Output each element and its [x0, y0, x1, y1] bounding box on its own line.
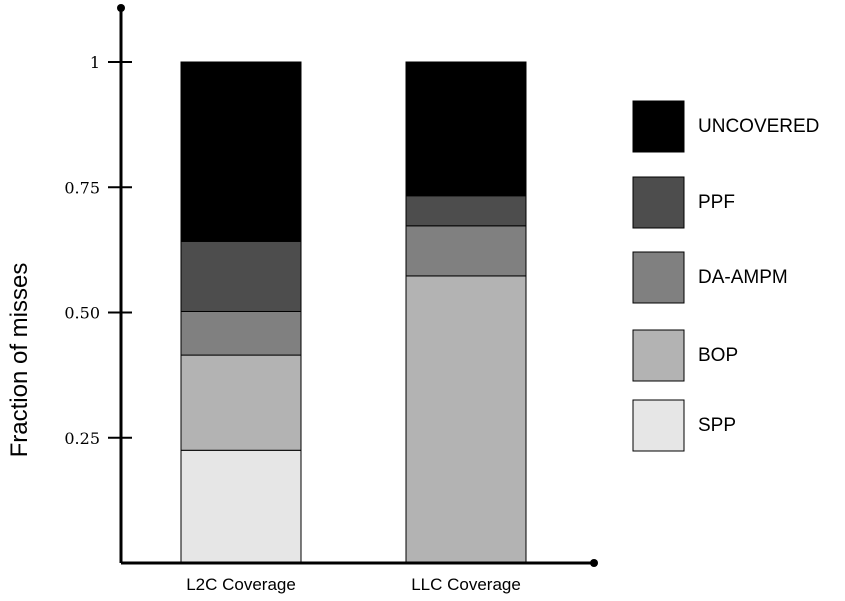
legend: UNCOVERED PPF DA-AMPM BOP SPP: [632, 100, 819, 452]
legend-swatch-bop: [632, 329, 685, 382]
bar-segment-ppf: [405, 195, 527, 227]
y-axis-title: Fraction of misses: [6, 263, 33, 458]
bar-segment-bop: [180, 354, 302, 451]
bar-segment-uncovered: [405, 61, 527, 197]
legend-swatch-spp: [632, 399, 685, 452]
y-tick-label: 0.50: [64, 304, 100, 323]
y-tick-label: 0.25: [64, 429, 100, 448]
legend-swatch-ppf: [632, 176, 685, 229]
legend-label-spp: SPP: [698, 415, 736, 436]
legend-swatch-uncovered: [632, 100, 685, 153]
bars-group: [180, 61, 527, 564]
y-tick-label: 1: [90, 53, 100, 72]
x-category-label: L2C Coverage: [186, 575, 296, 594]
legend-label-bop: BOP: [698, 345, 738, 366]
y-tick-label: 0.75: [64, 178, 100, 197]
bar-segment-da-ampm: [180, 310, 302, 356]
legend-swatch-da-ampm: [632, 251, 685, 304]
bar-segment-da-ampm: [405, 225, 527, 277]
x-axis-end-dot: [590, 559, 598, 567]
legend-label-ppf: PPF: [698, 192, 735, 213]
legend-label-uncovered: UNCOVERED: [698, 116, 819, 137]
bar-segment-ppf: [180, 240, 302, 312]
y-ticks-group: 0.25 0.50 0.75 1: [64, 53, 132, 448]
bar-segment-uncovered: [180, 61, 302, 242]
bar-segment-spp: [180, 449, 302, 564]
x-category-label: LLC Coverage: [411, 575, 521, 594]
x-labels-group: L2C Coverage LLC Coverage: [186, 575, 521, 594]
y-axis-end-dot: [117, 4, 125, 12]
legend-label-da-ampm: DA-AMPM: [698, 267, 788, 288]
bar-segment-bop: [405, 275, 527, 564]
axes-group: [117, 4, 598, 567]
